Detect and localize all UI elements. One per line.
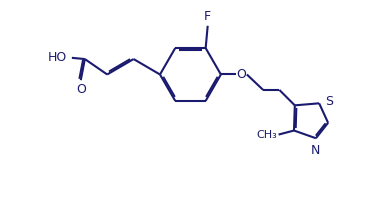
Text: S: S — [325, 95, 333, 108]
Text: N: N — [310, 144, 320, 157]
Text: F: F — [204, 10, 211, 22]
Text: O: O — [76, 83, 86, 96]
Text: CH₃: CH₃ — [256, 129, 277, 140]
Text: HO: HO — [48, 51, 67, 63]
Text: O: O — [236, 68, 246, 81]
